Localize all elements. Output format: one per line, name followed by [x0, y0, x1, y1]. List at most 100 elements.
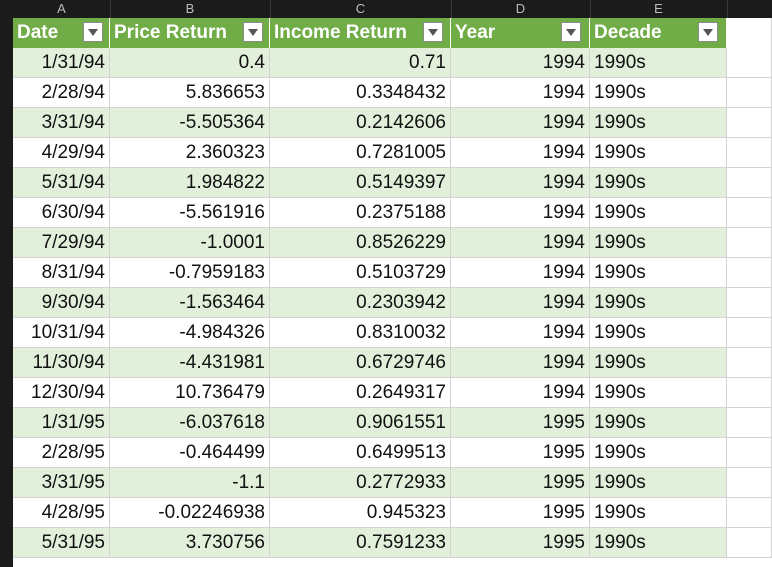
- empty-cell[interactable]: [727, 78, 772, 108]
- cell-year[interactable]: 1994: [451, 378, 590, 408]
- cell-price-return[interactable]: -0.7959183: [110, 258, 270, 288]
- cell-date[interactable]: 2/28/94: [13, 78, 110, 108]
- cell-year[interactable]: 1994: [451, 348, 590, 378]
- cell-decade[interactable]: 1990s: [590, 138, 727, 168]
- cell-date[interactable]: 3/31/95: [13, 468, 110, 498]
- cell-decade[interactable]: 1990s: [590, 468, 727, 498]
- cell-date[interactable]: 6/30/94: [13, 198, 110, 228]
- cell-date[interactable]: 4/28/95: [13, 498, 110, 528]
- cell-price-return[interactable]: 5.836653: [110, 78, 270, 108]
- cell-decade[interactable]: 1990s: [590, 108, 727, 138]
- empty-cell[interactable]: [727, 318, 772, 348]
- cell-price-return[interactable]: -1.563464: [110, 288, 270, 318]
- cell-decade[interactable]: 1990s: [590, 528, 727, 558]
- cell-date[interactable]: 2/28/95: [13, 438, 110, 468]
- cell-price-return[interactable]: -1.1: [110, 468, 270, 498]
- cell-price-return[interactable]: 3.730756: [110, 528, 270, 558]
- cell-income-return[interactable]: 0.5103729: [270, 258, 451, 288]
- cell-price-return[interactable]: -1.0001: [110, 228, 270, 258]
- cell-price-return[interactable]: 2.360323: [110, 138, 270, 168]
- cell-price-return[interactable]: -5.505364: [110, 108, 270, 138]
- cell-year[interactable]: 1994: [451, 258, 590, 288]
- cell-decade[interactable]: 1990s: [590, 378, 727, 408]
- empty-cell[interactable]: [727, 48, 772, 78]
- cell-year[interactable]: 1994: [451, 48, 590, 78]
- filter-dropdown-icon[interactable]: [83, 22, 103, 42]
- empty-cell[interactable]: [727, 168, 772, 198]
- cell-decade[interactable]: 1990s: [590, 318, 727, 348]
- empty-cell[interactable]: [727, 18, 772, 48]
- cell-price-return[interactable]: 0.4: [110, 48, 270, 78]
- cell-date[interactable]: 5/31/94: [13, 168, 110, 198]
- cell-date[interactable]: 12/30/94: [13, 378, 110, 408]
- cell-income-return[interactable]: 0.8310032: [270, 318, 451, 348]
- header-decade[interactable]: Decade: [590, 18, 727, 48]
- cell-income-return[interactable]: 0.6729746: [270, 348, 451, 378]
- cell-decade[interactable]: 1990s: [590, 438, 727, 468]
- cell-income-return[interactable]: 0.2772933: [270, 468, 451, 498]
- cell-decade[interactable]: 1990s: [590, 168, 727, 198]
- cell-income-return[interactable]: 0.9061551: [270, 408, 451, 438]
- cell-income-return[interactable]: 0.8526229: [270, 228, 451, 258]
- empty-cell[interactable]: [727, 438, 772, 468]
- empty-cell[interactable]: [727, 228, 772, 258]
- cell-income-return[interactable]: 0.6499513: [270, 438, 451, 468]
- cell-decade[interactable]: 1990s: [590, 288, 727, 318]
- empty-cell[interactable]: [727, 198, 772, 228]
- empty-cell[interactable]: [727, 108, 772, 138]
- cell-date[interactable]: 7/29/94: [13, 228, 110, 258]
- empty-cell[interactable]: [727, 528, 772, 558]
- cell-year[interactable]: 1995: [451, 468, 590, 498]
- cell-date[interactable]: 8/31/94: [13, 258, 110, 288]
- cell-decade[interactable]: 1990s: [590, 258, 727, 288]
- cell-price-return[interactable]: -0.02246938: [110, 498, 270, 528]
- header-price-return[interactable]: Price Return: [110, 18, 270, 48]
- cell-date[interactable]: 3/31/94: [13, 108, 110, 138]
- column-letter-b[interactable]: B: [110, 0, 271, 18]
- column-letter-a[interactable]: A: [13, 0, 111, 18]
- cell-date[interactable]: 4/29/94: [13, 138, 110, 168]
- cell-decade[interactable]: 1990s: [590, 48, 727, 78]
- cell-year[interactable]: 1995: [451, 408, 590, 438]
- empty-cell[interactable]: [727, 288, 772, 318]
- empty-cell[interactable]: [727, 138, 772, 168]
- cell-decade[interactable]: 1990s: [590, 408, 727, 438]
- cell-income-return[interactable]: 0.7591233: [270, 528, 451, 558]
- cell-year[interactable]: 1994: [451, 138, 590, 168]
- cell-income-return[interactable]: 0.2303942: [270, 288, 451, 318]
- cell-income-return[interactable]: 0.2649317: [270, 378, 451, 408]
- cell-date[interactable]: 11/30/94: [13, 348, 110, 378]
- cell-decade[interactable]: 1990s: [590, 348, 727, 378]
- cell-year[interactable]: 1994: [451, 228, 590, 258]
- cell-date[interactable]: 9/30/94: [13, 288, 110, 318]
- empty-cell[interactable]: [727, 498, 772, 528]
- cell-year[interactable]: 1995: [451, 438, 590, 468]
- column-letter-e[interactable]: E: [590, 0, 728, 18]
- cell-year[interactable]: 1995: [451, 528, 590, 558]
- column-letter-d[interactable]: D: [451, 0, 591, 18]
- cell-income-return[interactable]: 0.71: [270, 48, 451, 78]
- filter-dropdown-icon[interactable]: [243, 22, 263, 42]
- filter-dropdown-icon[interactable]: [561, 22, 581, 42]
- empty-cell[interactable]: [727, 408, 772, 438]
- cell-price-return[interactable]: 1.984822: [110, 168, 270, 198]
- empty-cell[interactable]: [727, 378, 772, 408]
- cell-price-return[interactable]: -5.561916: [110, 198, 270, 228]
- header-year[interactable]: Year: [451, 18, 590, 48]
- cell-date[interactable]: 10/31/94: [13, 318, 110, 348]
- header-income-return[interactable]: Income Return: [270, 18, 451, 48]
- filter-dropdown-icon[interactable]: [423, 22, 443, 42]
- cell-income-return[interactable]: 0.5149397: [270, 168, 451, 198]
- cell-decade[interactable]: 1990s: [590, 78, 727, 108]
- cell-decade[interactable]: 1990s: [590, 228, 727, 258]
- cell-income-return[interactable]: 0.945323: [270, 498, 451, 528]
- cell-price-return[interactable]: 10.736479: [110, 378, 270, 408]
- empty-cell[interactable]: [727, 348, 772, 378]
- cell-date[interactable]: 1/31/94: [13, 48, 110, 78]
- column-letter-c[interactable]: C: [270, 0, 452, 18]
- cell-year[interactable]: 1994: [451, 168, 590, 198]
- cell-year[interactable]: 1994: [451, 198, 590, 228]
- cell-date[interactable]: 1/31/95: [13, 408, 110, 438]
- cell-income-return[interactable]: 0.3348432: [270, 78, 451, 108]
- cell-income-return[interactable]: 0.2142606: [270, 108, 451, 138]
